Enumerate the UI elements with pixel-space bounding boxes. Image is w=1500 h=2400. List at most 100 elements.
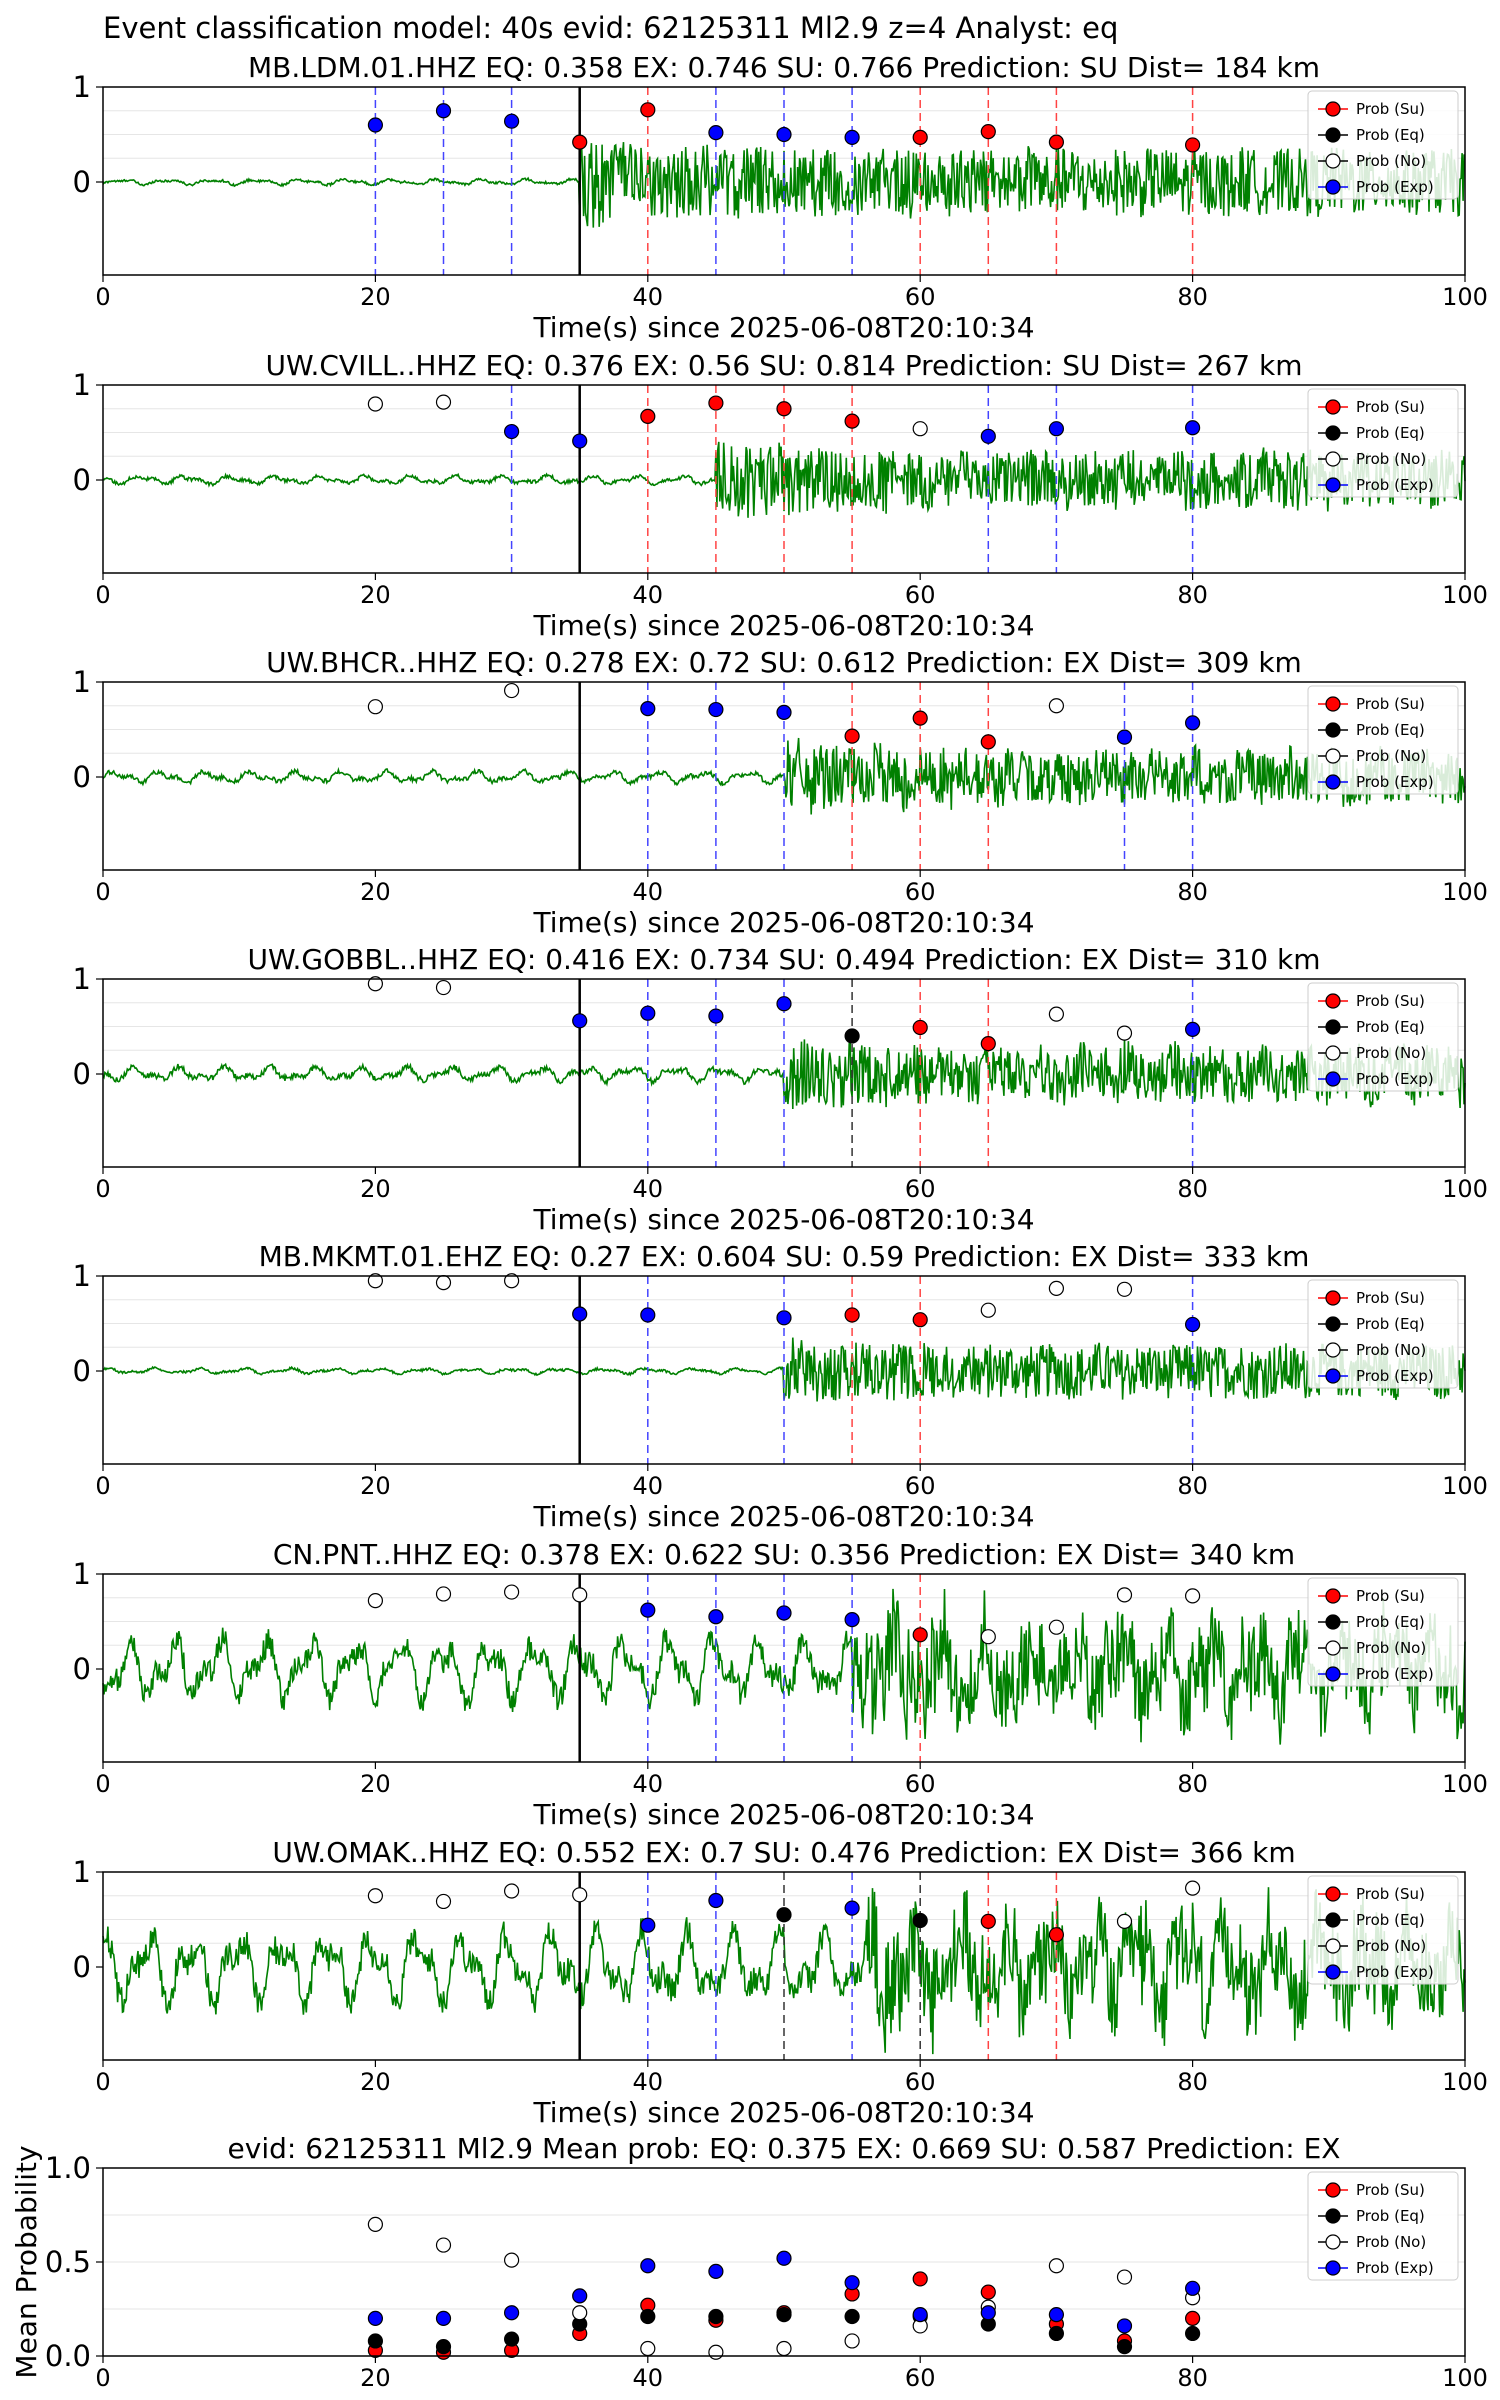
x-tick-label: 60 [905,283,936,311]
x-tick-label: 0 [95,878,110,906]
legend-label: Prob (Exp) [1356,773,1434,791]
legend-marker [1325,1368,1341,1384]
prediction-point [1184,715,1201,731]
legend-marker [1325,1886,1341,1902]
legend-label: Prob (No) [1356,152,1426,170]
y-tick-label: 0 [73,1652,91,1686]
y-tick-label: 1 [73,1855,91,1889]
prediction-point [1184,420,1201,436]
x-tick-label: 60 [905,878,936,906]
mean-prob-point [844,2275,860,2291]
x-tick-label: 0 [95,2068,110,2096]
x-tick-label: 100 [1442,878,1488,906]
y-tick-label: 0.5 [45,2245,91,2279]
prediction-point [504,682,520,699]
prediction-point [572,433,588,449]
legend-label: Prob (Eq) [1356,721,1425,739]
mean-prob-point [708,2263,724,2279]
axes-frame [102,86,1466,276]
mean-prob-point [640,2308,656,2325]
prediction-point [708,1892,724,1909]
legend-label: Prob (Eq) [1356,126,1425,144]
x-tick-label: 100 [1442,1472,1488,1500]
panel-title: MB.LDM.01.HHZ EQ: 0.358 EX: 0.746 SU: 0.… [248,51,1320,84]
x-tick-label: 100 [1442,1770,1488,1798]
mean-prob-point [844,2308,860,2325]
prediction-point [912,1312,928,1328]
prediction-point [776,704,792,721]
legend-marker [1325,425,1341,441]
x-tick-label: 20 [360,1175,391,1203]
legend-label: Prob (No) [1356,1341,1426,1359]
mean-prob-point [572,2288,588,2304]
prediction-point [504,1273,520,1289]
legend-label: Prob (Su) [1356,1289,1425,1307]
mean-prob-point [367,2310,383,2326]
prediction-point [1048,1927,1065,1943]
mean-prob-point [435,2339,452,2355]
prediction-point [844,1611,860,1628]
x-tick-label: 20 [360,1472,391,1500]
legend-box [1307,1875,1459,1985]
legend-marker [1325,1938,1341,1954]
x-axis-label: Time(s) since 2025-06-08T20:10:34 [532,906,1034,939]
legend-marker [1325,2182,1341,2198]
x-axis-label: Time(s) since 2025-06-08T20:10:34 [532,1798,1034,1831]
legend-label: Prob (No) [1356,1639,1426,1657]
prediction-point [1048,1619,1065,1635]
mean-prob-point [844,2333,860,2349]
prediction-point [435,979,452,996]
legend-marker [1325,1071,1341,1087]
x-axis-label: Time(s) since 2025-06-08T20:10:34 [532,311,1034,344]
prediction-point [1116,1913,1133,1930]
legend-label: Prob (Su) [1356,2181,1425,2199]
mean-prob-point [1116,2269,1133,2285]
legend-label: Prob (No) [1356,450,1426,468]
x-tick-label: 80 [1177,2068,1208,2096]
mean-prob-point [708,2344,724,2360]
prediction-point [1048,698,1065,714]
y-tick-label: 1 [73,665,91,699]
prediction-point [776,1605,792,1621]
waveform-trace [102,1038,1466,1110]
prediction-point [776,1310,792,1326]
x-tick-label: 0 [95,283,110,311]
x-tick-label: 40 [633,2364,664,2392]
x-axis-label: Time(s) since 2025-06-08T20:10:34 [532,1203,1034,1236]
legend-marker [1325,1342,1341,1358]
x-tick-label: 80 [1177,1770,1208,1798]
prediction-point [912,421,928,437]
x-tick-label: 0 [95,1175,110,1203]
legend-label: Prob (Exp) [1356,1665,1434,1683]
legend-box [1307,1577,1459,1687]
x-tick-label: 60 [905,581,936,609]
x-tick-label: 100 [1442,581,1488,609]
legend-box [1307,685,1459,795]
mean-prob-point [1184,2280,1201,2296]
legend-marker [1325,1640,1341,1656]
x-tick-label: 100 [1442,2068,1488,2096]
prediction-point [367,976,383,992]
axes-frame [102,384,1466,574]
prediction-point [640,1307,656,1323]
mean-prob-point [435,2310,452,2326]
prediction-point [844,1307,860,1323]
prediction-point [708,1609,724,1625]
mean-prob-point [1184,2310,1201,2326]
x-tick-label: 80 [1177,283,1208,311]
prediction-point [572,1013,588,1029]
x-tick-label: 0 [95,581,110,609]
legend-marker [1325,993,1341,1009]
legend-label: Prob (No) [1356,1937,1426,1955]
legend-label: Prob (Eq) [1356,2207,1425,2225]
legend-label: Prob (Su) [1356,695,1425,713]
legend-label: Prob (Su) [1356,398,1425,416]
mean-prob-point [1048,2258,1065,2274]
x-tick-label: 60 [905,2068,936,2096]
axes-frame [102,978,1466,1168]
legend-label: Prob (Exp) [1356,2259,1434,2277]
legend-label: Prob (Exp) [1356,476,1434,494]
prediction-point [776,401,792,417]
prediction-point [980,1913,996,1930]
